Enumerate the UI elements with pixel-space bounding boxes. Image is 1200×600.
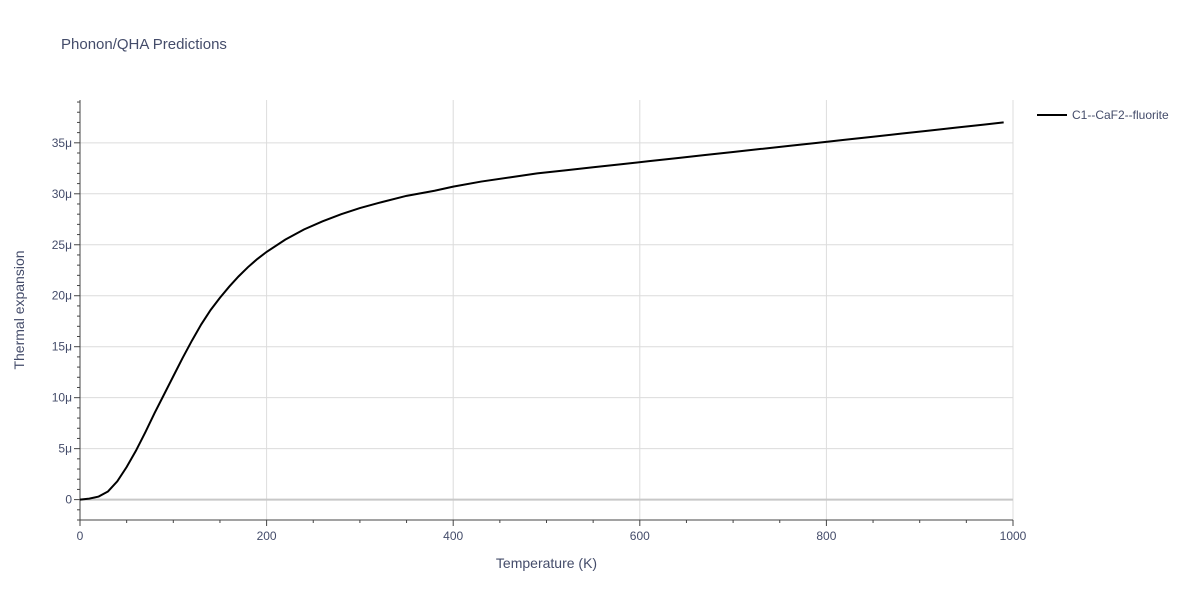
y-axis-title: Thermal expansion: [11, 250, 27, 369]
series-layer: [79, 121, 1004, 501]
x-tick-label: 200: [257, 529, 277, 543]
y-tick-label: 15μ: [52, 340, 72, 354]
y-tick-label: 35μ: [52, 136, 72, 150]
y-gridlines: [80, 142, 1013, 450]
x-tick-label: 400: [443, 529, 463, 543]
x-tick-label: 800: [816, 529, 836, 543]
series-line: [79, 121, 1004, 501]
y-tick-label: 5μ: [58, 442, 72, 456]
x-axis-title: Temperature (K): [496, 555, 597, 571]
x-gridlines: [266, 100, 1014, 520]
y-axis: 0 5μ 10μ 15μ 20μ 25μ 30μ 35μ: [52, 100, 81, 521]
y-tick-label: 0: [65, 493, 72, 507]
legend[interactable]: C1--CaF2--fluorite: [1037, 108, 1169, 122]
chart-title: Phonon/QHA Predictions: [61, 36, 227, 53]
x-tick-label: 1000: [1000, 529, 1027, 543]
y-tick-label: 10μ: [52, 391, 72, 405]
y-tick-label: 25μ: [52, 238, 72, 252]
x-tick-label: 0: [77, 529, 84, 543]
y-tick-label: 20μ: [52, 289, 72, 303]
x-tick-label: 600: [630, 529, 650, 543]
y-tick-label: 30μ: [52, 187, 72, 201]
x-axis: 0 200 400 600 800 1000: [77, 519, 1027, 543]
legend-label[interactable]: C1--CaF2--fluorite: [1072, 108, 1169, 122]
